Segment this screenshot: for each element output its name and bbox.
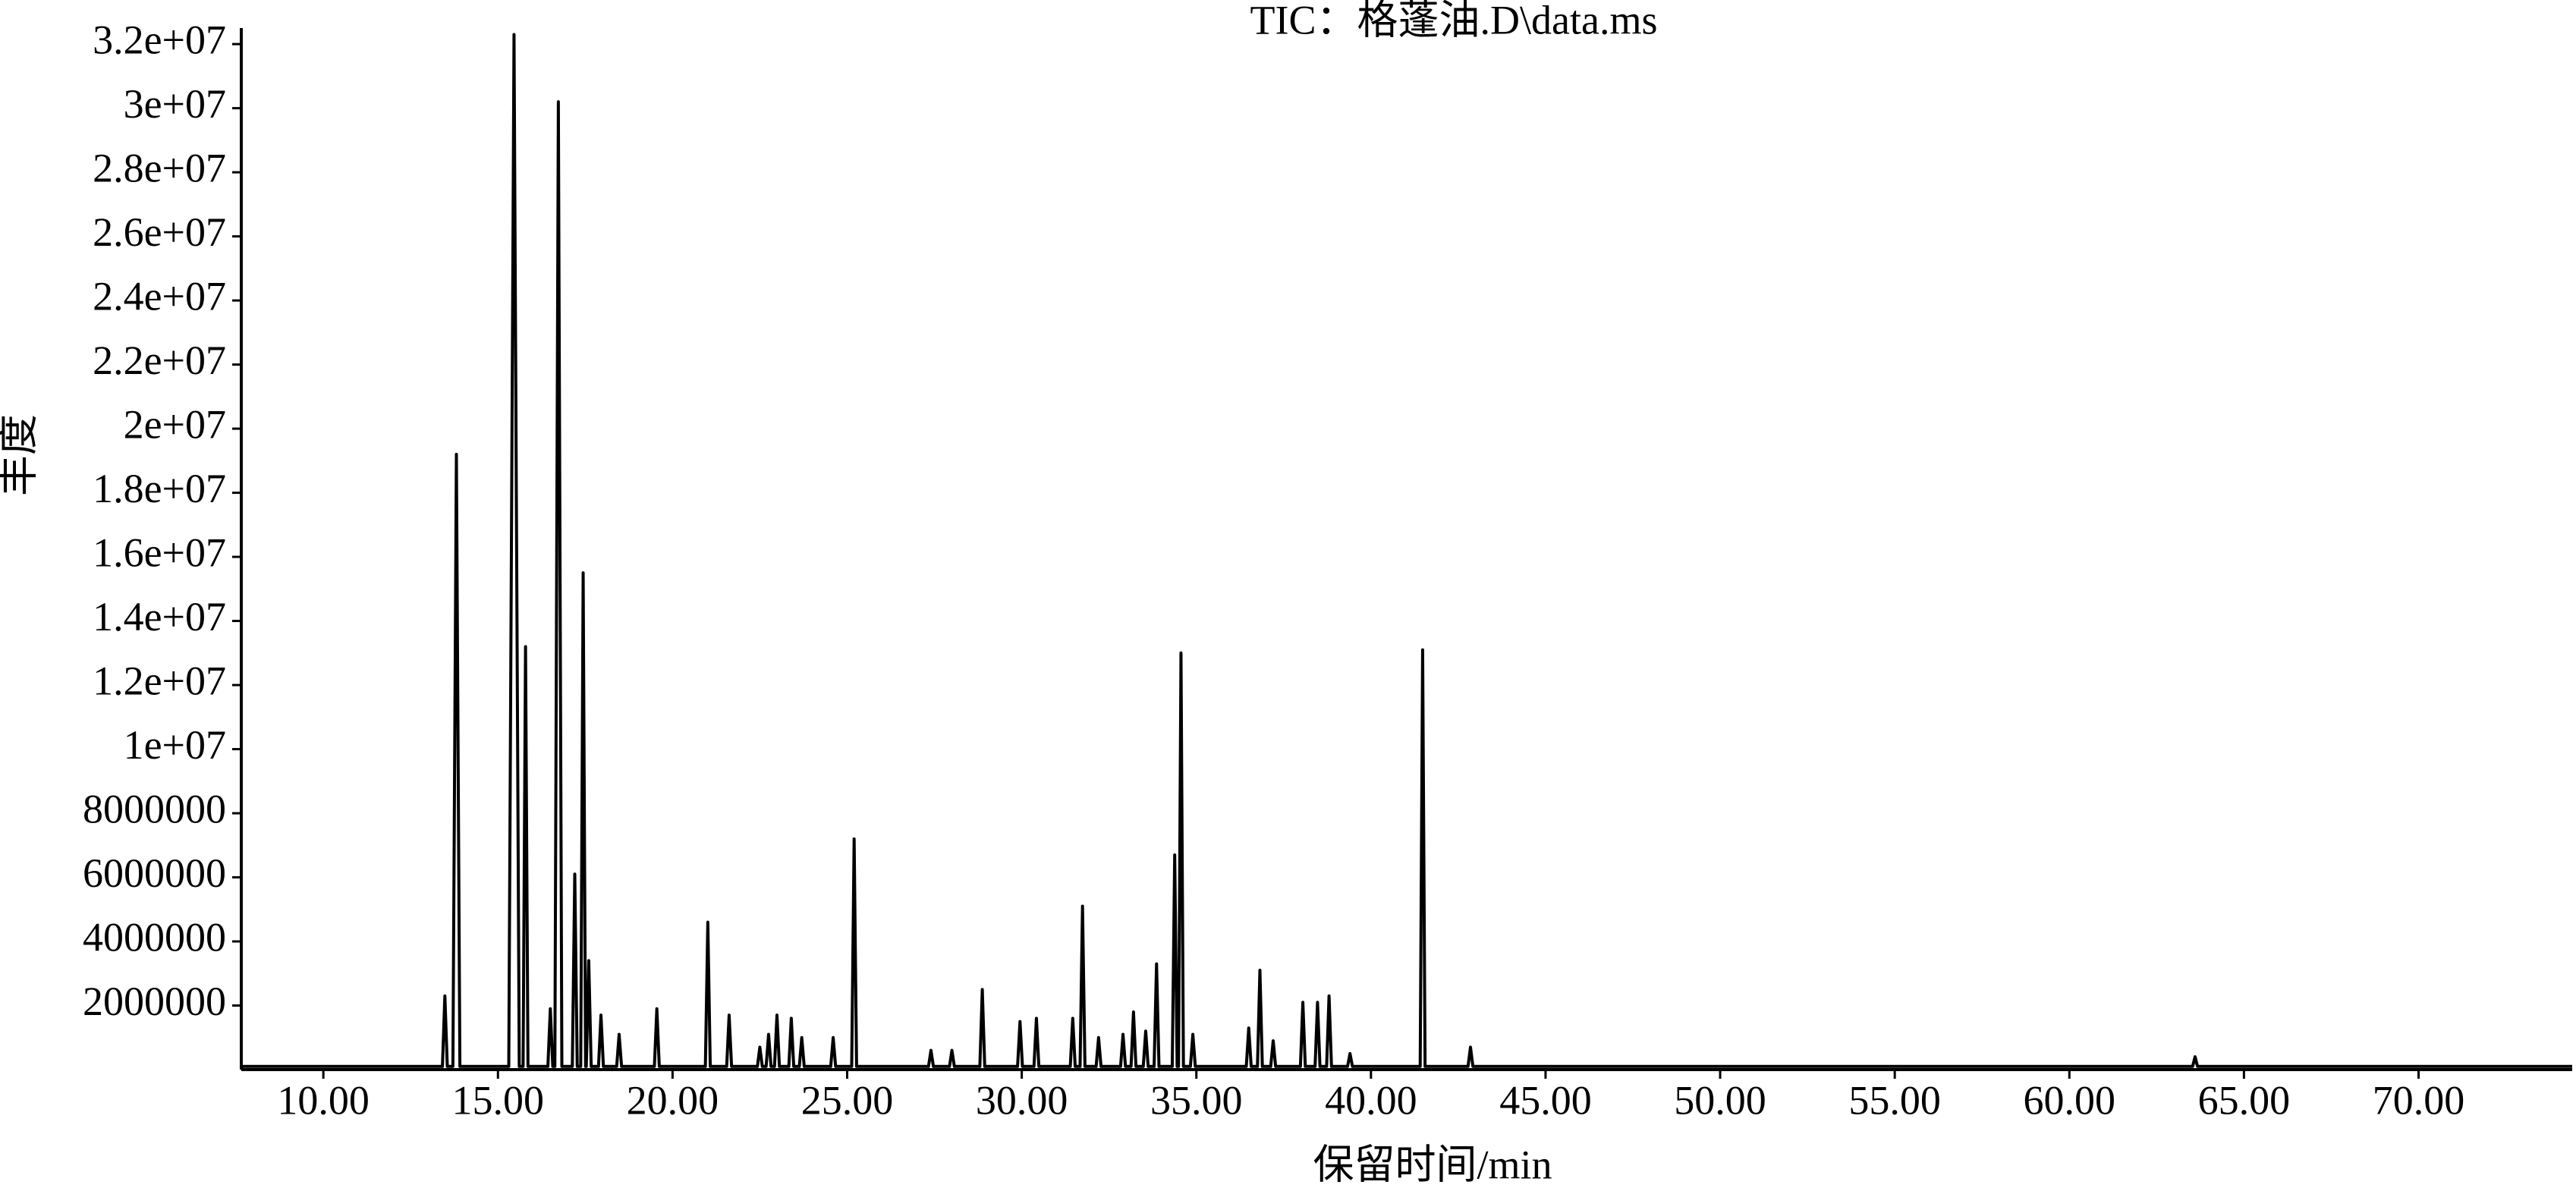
y-tick-label: 3e+07 — [124, 81, 226, 127]
y-tick-label: 1.2e+07 — [93, 658, 226, 703]
x-tick-label: 40.00 — [1325, 1077, 1417, 1123]
y-tick-label: 4000000 — [83, 914, 226, 960]
x-tick-label: 30.00 — [976, 1077, 1068, 1123]
y-tick-label: 1.4e+07 — [93, 594, 226, 639]
x-tick-label: 15.00 — [452, 1077, 545, 1123]
y-tick-label: 2.6e+07 — [93, 209, 226, 255]
y-tick-label: 2.4e+07 — [93, 273, 226, 319]
y-tick-label: 1e+07 — [124, 722, 226, 768]
x-axis-label: 保留时间/min — [1313, 1142, 1552, 1187]
x-tick-label: 70.00 — [2373, 1077, 2465, 1123]
x-tick-label: 20.00 — [627, 1077, 719, 1123]
x-tick-label: 55.00 — [1848, 1077, 1941, 1123]
x-tick-label: 10.00 — [277, 1077, 370, 1123]
y-tick-label: 8000000 — [83, 786, 226, 831]
x-tick-label: 45.00 — [1499, 1077, 1592, 1123]
x-tick-label: 35.00 — [1150, 1077, 1243, 1123]
y-tick-label: 2.8e+07 — [93, 145, 226, 190]
y-tick-label: 2e+07 — [124, 401, 226, 447]
x-tick-label: 65.00 — [2198, 1077, 2291, 1123]
y-tick-label: 2.2e+07 — [93, 338, 226, 383]
x-tick-label: 60.00 — [2024, 1077, 2116, 1123]
y-tick-label: 2000000 — [83, 979, 226, 1024]
chromatogram-line — [241, 33, 2572, 1068]
y-tick-label: 6000000 — [83, 850, 226, 896]
x-tick-label: 25.00 — [801, 1077, 894, 1123]
y-tick-label: 3.2e+07 — [93, 17, 226, 63]
y-tick-label: 1.6e+07 — [93, 530, 226, 575]
y-axis-label: 丰度 — [0, 414, 41, 496]
x-tick-label: 50.00 — [1674, 1077, 1766, 1123]
y-tick-label: 1.8e+07 — [93, 466, 226, 511]
chart-title: TIC：格蓬油.D\data.ms — [1250, 0, 1658, 42]
